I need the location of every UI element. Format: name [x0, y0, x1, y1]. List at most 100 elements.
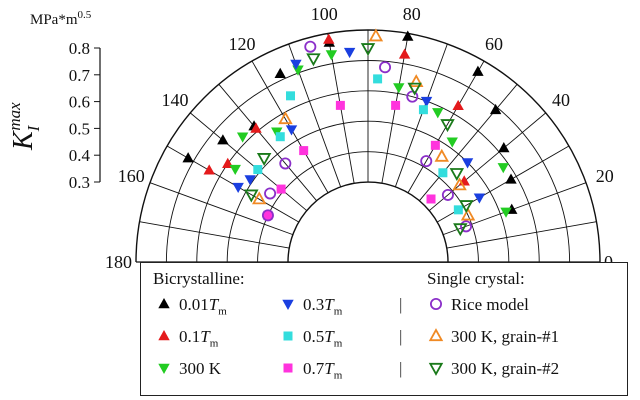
- legend-entry: 300 K, grain-#1: [427, 327, 559, 349]
- legend-marker: [279, 296, 297, 317]
- legend-entry: 0.3Tm: [279, 295, 342, 317]
- data-point: [203, 164, 215, 175]
- data-point: [373, 74, 383, 84]
- data-point: [253, 165, 263, 175]
- data-point: [438, 168, 448, 178]
- legend-marker-shape: [283, 331, 293, 341]
- radial-tick-label: 0.6: [69, 93, 90, 112]
- radial-tick-label: 0.3: [69, 173, 90, 192]
- legend-marker: [427, 327, 445, 349]
- data-points: [182, 28, 518, 237]
- data-point: [335, 100, 345, 110]
- data-point: [460, 207, 476, 221]
- legend-marker: [155, 328, 173, 349]
- legend-entry: 300 K, grain-#2: [427, 359, 559, 381]
- angle-tick-label: 160: [118, 166, 145, 186]
- data-point: [434, 148, 450, 162]
- data-point: [420, 96, 433, 108]
- legend-group-bicrystal: Bicrystalline:: [153, 269, 245, 288]
- data-point: [290, 59, 302, 70]
- data-point: [452, 177, 467, 191]
- grid-spoke: [428, 112, 547, 211]
- legend-marker: [279, 328, 297, 349]
- data-point: [286, 91, 296, 101]
- data-point: [430, 140, 440, 150]
- legend-group-single-crystal: Single crystal:: [427, 269, 525, 288]
- angle-tick-label: 20: [596, 166, 614, 186]
- data-point: [264, 187, 277, 200]
- data-point: [398, 48, 411, 59]
- data-point: [402, 30, 414, 41]
- data-point: [299, 146, 309, 156]
- data-point: [459, 200, 474, 214]
- data-point: [306, 53, 321, 67]
- angle-tick-label: 140: [161, 90, 188, 110]
- data-point: [360, 43, 376, 57]
- legend-marker-shape: [430, 297, 442, 310]
- legend-label: 0.3Tm: [303, 295, 343, 318]
- data-point: [440, 119, 455, 133]
- legend-label: 0.7Tm: [303, 359, 343, 382]
- legend-label: 300 K, grain-#2: [451, 359, 560, 378]
- grid-spoke: [419, 83, 518, 202]
- grid-spoke: [394, 43, 448, 187]
- legend-separator: |: [399, 359, 403, 378]
- grid-spoke: [149, 182, 293, 236]
- data-point: [274, 67, 286, 78]
- data-point: [232, 182, 244, 194]
- data-point: [217, 134, 229, 145]
- data-point: [182, 152, 194, 163]
- legend-marker-shape: [428, 362, 444, 376]
- legend-entry: 0.1Tm: [155, 327, 218, 349]
- radial-tick-label: 0.8: [69, 39, 90, 58]
- angle-tick-label: 60: [485, 34, 503, 54]
- legend-label: Rice model: [451, 295, 529, 314]
- angle-tick-label: 180: [105, 252, 132, 272]
- data-point: [325, 50, 338, 61]
- angle-tick-label: 40: [552, 90, 570, 110]
- data-point: [500, 207, 512, 218]
- data-point: [407, 82, 422, 96]
- data-point: [418, 105, 428, 115]
- radial-axis-unit: MPa*m0.5: [30, 9, 92, 28]
- data-point: [304, 40, 317, 53]
- legend-label: 300 K, grain-#1: [451, 327, 560, 346]
- data-point: [263, 210, 273, 220]
- data-point: [343, 47, 356, 59]
- data-point: [229, 164, 241, 176]
- data-point: [244, 189, 259, 203]
- data-point: [391, 100, 401, 110]
- data-point: [420, 155, 433, 168]
- data-point: [275, 132, 285, 142]
- data-point: [432, 108, 444, 119]
- data-point: [489, 103, 502, 115]
- data-point: [236, 132, 249, 143]
- data-point: [449, 168, 465, 182]
- legend-marker: [427, 296, 445, 317]
- legend-label: 300 K: [179, 359, 222, 378]
- data-point: [453, 205, 463, 215]
- legend-marker-shape: [282, 299, 294, 310]
- radial-tick-label: 0.4: [69, 146, 91, 165]
- data-point: [250, 122, 262, 133]
- legend-label: 0.5Tm: [303, 327, 343, 350]
- data-point: [393, 83, 405, 94]
- data-point: [244, 175, 256, 186]
- legend-entry: 0.7Tm: [279, 359, 342, 381]
- grid-spoke: [218, 83, 317, 202]
- data-point: [472, 65, 484, 76]
- data-point: [251, 191, 267, 205]
- data-point: [453, 223, 468, 237]
- grid-spoke: [139, 221, 290, 249]
- legend-separator: |: [399, 295, 403, 314]
- legend-marker: [155, 296, 173, 317]
- data-point: [497, 163, 509, 174]
- legend: Bicrystalline: Single crystal: 0.01Tm 0.1…: [140, 262, 628, 396]
- data-point: [368, 28, 384, 42]
- legend-label: 0.1Tm: [179, 327, 219, 350]
- legend-marker-shape: [158, 329, 170, 340]
- legend-marker-shape: [428, 327, 444, 341]
- legend-marker: [155, 360, 173, 381]
- data-point: [460, 220, 473, 233]
